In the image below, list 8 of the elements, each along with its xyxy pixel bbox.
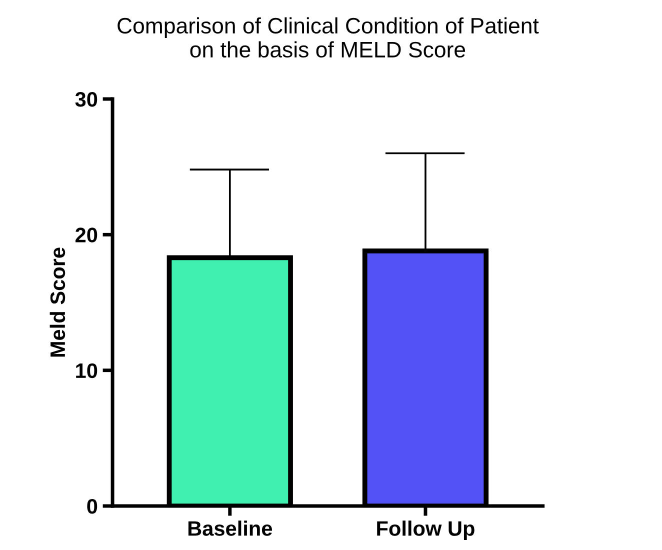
x-tick-label: Follow Up bbox=[377, 520, 474, 540]
y-tick-label: 10 bbox=[76, 363, 98, 378]
x-tick-label: Baseline bbox=[188, 520, 272, 536]
chart-title: Comparison of Clinical Condition of Patient on the basis of MELD Score bbox=[118, 17, 539, 58]
y-tick-label: 30 bbox=[75, 92, 98, 107]
y-tick-label: 0 bbox=[87, 499, 98, 514]
y-tick-label: 20 bbox=[76, 228, 98, 242]
y-axis-title: Meld Score bbox=[50, 248, 66, 357]
